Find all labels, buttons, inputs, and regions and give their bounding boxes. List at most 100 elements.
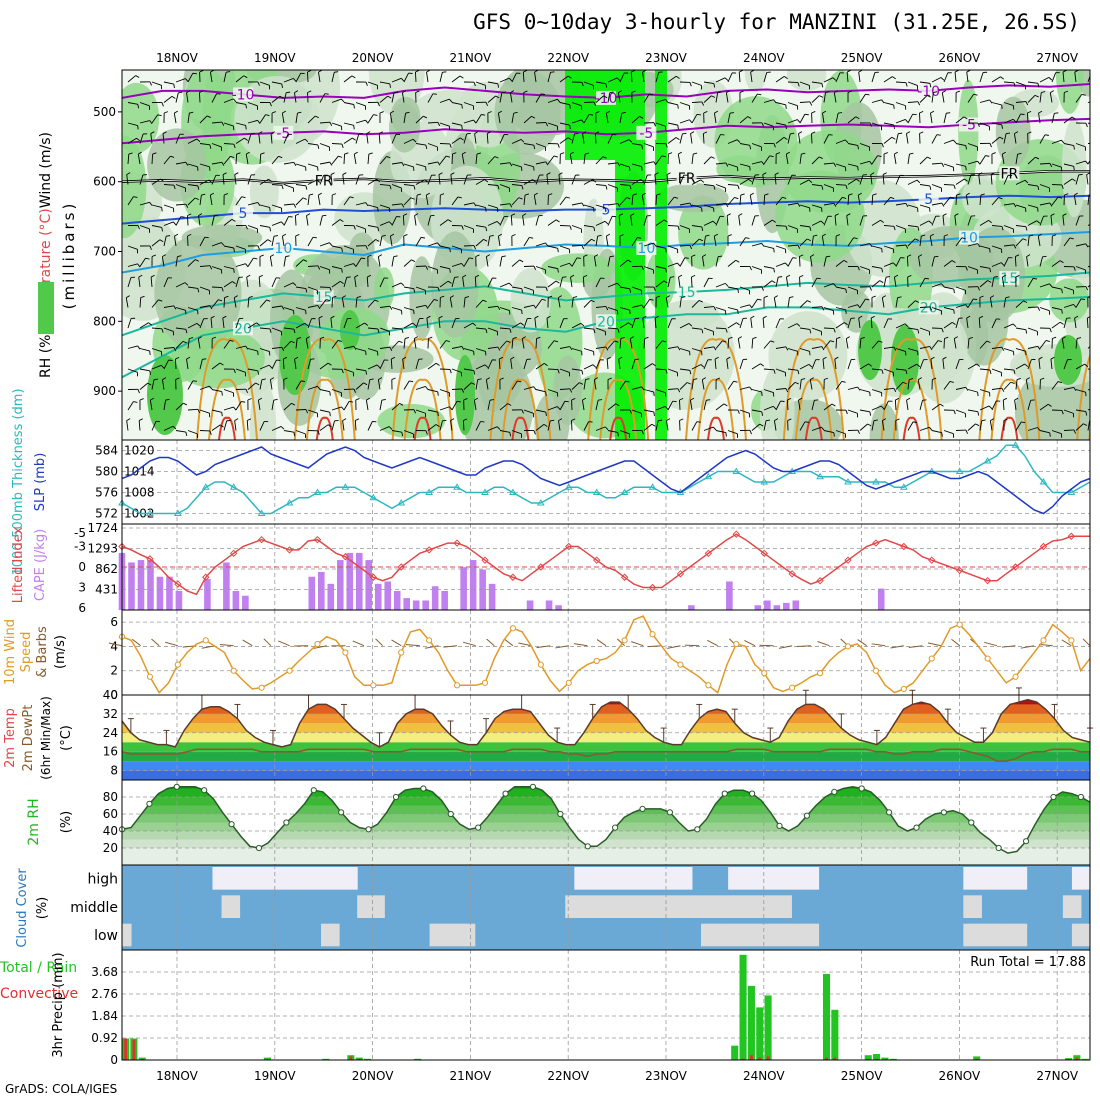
wind-barb-flag bbox=[246, 274, 251, 278]
wind-barb-flag bbox=[258, 397, 263, 401]
wind-barb bbox=[1075, 160, 1086, 165]
wind-barb bbox=[475, 421, 481, 431]
wind-barb bbox=[355, 202, 366, 206]
wind-barb-flag bbox=[774, 295, 778, 299]
cloud-gap-cell bbox=[1017, 923, 1028, 947]
wind-barb bbox=[631, 143, 642, 146]
wind-barb-flag bbox=[602, 156, 607, 159]
wind-barb-flag bbox=[197, 288, 200, 293]
wind-barb-flag bbox=[822, 233, 826, 237]
wind-barb bbox=[979, 155, 986, 165]
wind-barb bbox=[199, 359, 203, 370]
wind-barb-flag bbox=[1014, 397, 1019, 401]
contour-label: 5 bbox=[924, 192, 933, 208]
wind-barb-flag bbox=[474, 397, 479, 401]
wind-barb-flag bbox=[424, 179, 429, 183]
wind-barb-flag bbox=[365, 119, 369, 124]
thickness-tick-label: 576 bbox=[95, 486, 118, 500]
thickness-line-point bbox=[620, 488, 629, 495]
wind-barb-flag bbox=[126, 295, 130, 299]
wind-barb bbox=[607, 184, 618, 189]
wind-barb bbox=[823, 340, 831, 349]
cloud-gap-cell bbox=[737, 923, 747, 947]
wind-barb bbox=[475, 327, 486, 330]
wind-barb bbox=[955, 409, 966, 414]
wind-barb-flag bbox=[674, 196, 679, 199]
wind-barb-flag bbox=[475, 254, 480, 257]
wind-barb-flag bbox=[977, 122, 980, 127]
wind-barb bbox=[955, 318, 960, 329]
wind-barb bbox=[941, 92, 945, 103]
wind-tick-label: 2 bbox=[110, 664, 118, 678]
wind-barb-flag bbox=[437, 391, 439, 396]
wind-barb-flag bbox=[415, 70, 420, 73]
wind-barb bbox=[1015, 154, 1019, 165]
wind-barb-flag bbox=[740, 193, 745, 196]
wind-barb bbox=[151, 364, 162, 370]
wind-barb-flag bbox=[665, 248, 667, 253]
surface-wind-barb bbox=[313, 645, 327, 649]
wind-barb bbox=[715, 256, 719, 267]
wind-barb bbox=[835, 139, 846, 144]
lifted-index-line-point bbox=[1039, 542, 1048, 551]
wind-barb-flag bbox=[1034, 94, 1039, 98]
wind-barb bbox=[271, 305, 282, 308]
wind-barb bbox=[929, 236, 933, 247]
wind-barb bbox=[307, 237, 314, 247]
wind-barb-flag bbox=[905, 82, 908, 87]
wind-barb-flag bbox=[1044, 134, 1049, 136]
wind-barb-flag bbox=[165, 398, 170, 401]
wind-barb bbox=[739, 359, 744, 370]
wind-barb bbox=[727, 380, 735, 390]
wind-barb bbox=[558, 174, 561, 185]
wind-barb bbox=[175, 282, 186, 288]
wind-barb bbox=[966, 318, 969, 329]
wind-barb-flag bbox=[425, 144, 428, 150]
wind-barb bbox=[763, 266, 774, 269]
wind-barb-flag bbox=[484, 179, 489, 183]
wind-barb-flag bbox=[930, 233, 934, 237]
cloud-gap-cell bbox=[646, 867, 657, 890]
wind-barb-flag bbox=[248, 295, 253, 298]
wind-barb bbox=[307, 409, 318, 414]
wind-barb-flag bbox=[686, 382, 691, 385]
wind-barb-flag bbox=[185, 431, 188, 437]
wind-barb-flag bbox=[192, 72, 197, 75]
wind-barb bbox=[655, 406, 666, 411]
rh-patch bbox=[374, 267, 395, 311]
wind-barb bbox=[679, 348, 690, 352]
wind-barb bbox=[355, 133, 360, 144]
contour-label: -5 bbox=[962, 117, 976, 133]
wind-barb bbox=[187, 197, 196, 206]
cape-bar bbox=[355, 552, 363, 610]
wind-barb-flag bbox=[305, 409, 309, 414]
lifted-index-line-point bbox=[341, 553, 350, 561]
wind-barb bbox=[534, 318, 537, 329]
wind-barb bbox=[1051, 113, 1055, 124]
wind-barb-flag bbox=[473, 119, 477, 124]
wind-barb-flag bbox=[199, 70, 204, 73]
wind-barb-flag bbox=[868, 363, 873, 367]
wind-barb-flag bbox=[1049, 432, 1051, 437]
wind-barb-flag bbox=[487, 111, 492, 114]
wind-barb-flag bbox=[281, 83, 283, 88]
wind-barb bbox=[751, 93, 758, 103]
wind-barb bbox=[798, 133, 801, 144]
wind-barb-flag bbox=[366, 397, 371, 401]
wind-barb bbox=[391, 77, 402, 83]
wind-barb-flag bbox=[924, 277, 929, 280]
wind-barb bbox=[139, 174, 144, 185]
wind-barb-flag bbox=[979, 295, 984, 298]
wind-barb bbox=[331, 340, 339, 349]
wind-barb bbox=[1027, 345, 1038, 349]
wind-barb bbox=[487, 95, 496, 103]
wind-barb bbox=[703, 95, 712, 103]
wind-barb bbox=[907, 225, 918, 228]
wind-barb bbox=[331, 280, 341, 288]
wind-barb bbox=[569, 154, 573, 165]
temp-contour-25 bbox=[978, 338, 1041, 440]
wind-barb bbox=[835, 259, 845, 267]
wind-barb bbox=[847, 409, 858, 414]
wind-barb-flag bbox=[715, 377, 721, 380]
wind-barb bbox=[174, 358, 177, 370]
